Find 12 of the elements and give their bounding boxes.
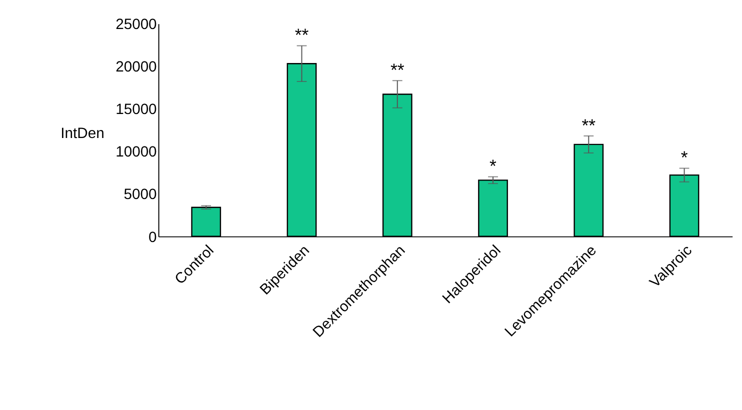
annotation: * — [490, 156, 497, 176]
y-axis-title: IntDen — [60, 126, 104, 142]
y-tick-label: 25000 — [116, 17, 157, 34]
y-tick-label: 5000 — [124, 187, 157, 204]
annotation: * — [680, 147, 688, 168]
y-tick-label: 0 — [148, 230, 157, 246]
annotation: ** — [294, 24, 309, 45]
y-tick-label: 10000 — [116, 144, 157, 161]
y-tick-label: 15000 — [116, 102, 157, 118]
annotation: ** — [390, 60, 404, 80]
y-tick-label: 20000 — [116, 60, 157, 76]
annotation: ** — [582, 115, 596, 136]
